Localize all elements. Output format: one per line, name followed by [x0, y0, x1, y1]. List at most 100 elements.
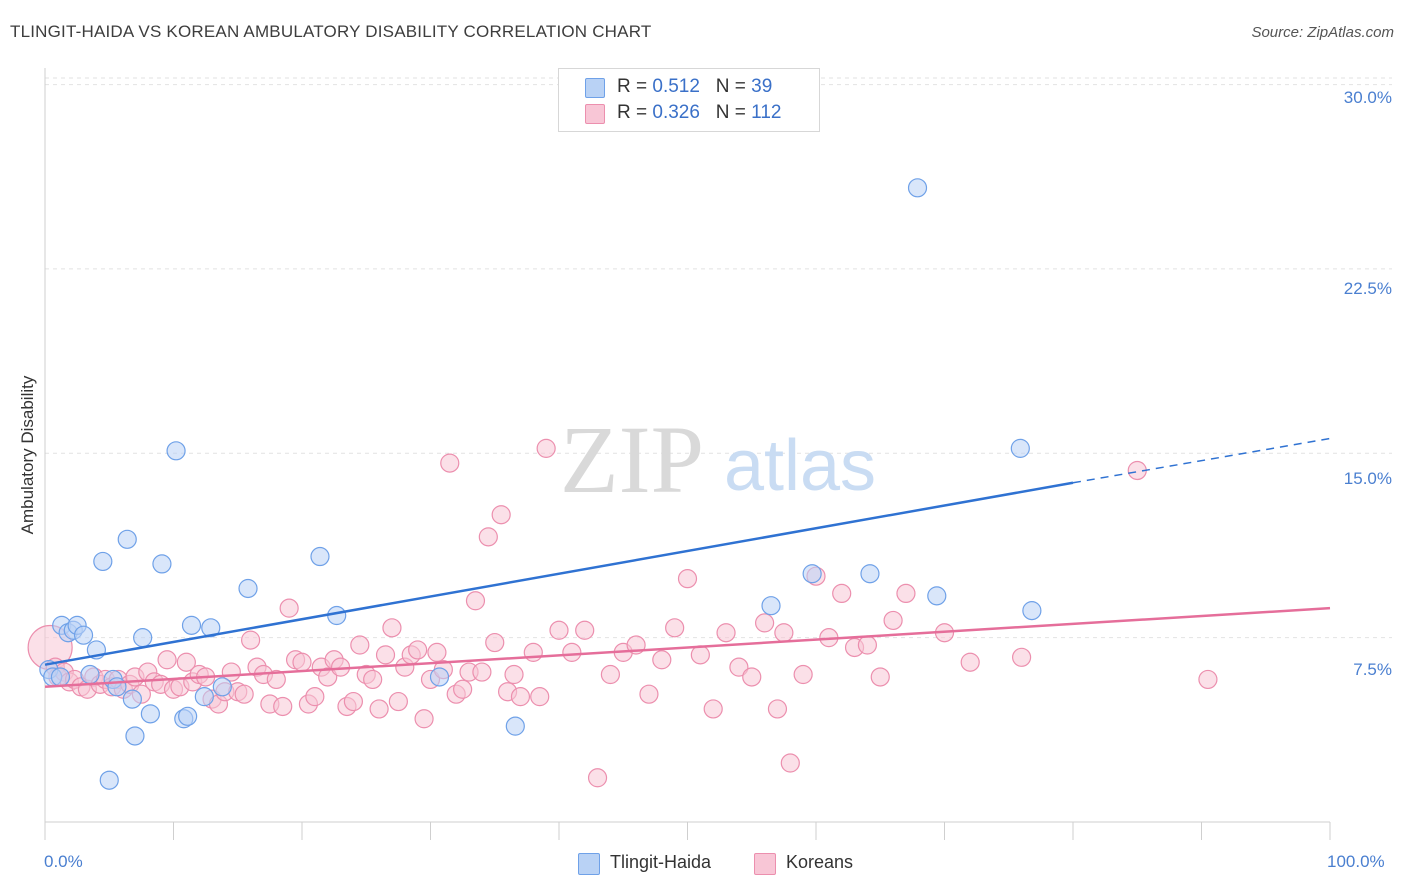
data-point — [369, 699, 389, 719]
bottom-legend-label: Koreans — [786, 852, 854, 872]
chart-title: TLINGIT-HAIDA VS KOREAN AMBULATORY DISAB… — [10, 22, 652, 41]
watermark: ZIP atlas — [560, 406, 876, 513]
data-point — [305, 687, 325, 707]
data-point — [652, 650, 672, 670]
y-tick-label: 15.0% — [1343, 469, 1392, 488]
data-point — [485, 632, 505, 653]
y-tick-label: 30.0% — [1343, 88, 1392, 107]
data-point — [273, 696, 293, 717]
data-point — [793, 664, 813, 685]
data-point — [212, 677, 232, 697]
watermark-atlas: atlas — [724, 426, 876, 506]
data-point — [907, 178, 928, 198]
legend-n-label: N = — [715, 76, 746, 97]
data-point — [408, 640, 428, 660]
series-koreans — [27, 438, 1218, 788]
legend-swatch — [578, 853, 600, 875]
data-point — [870, 667, 890, 687]
legend-r-label: R = — [617, 102, 648, 123]
data-point — [472, 662, 492, 682]
data-point — [883, 610, 903, 631]
data-point — [575, 620, 595, 640]
data-point — [802, 564, 822, 584]
data-point — [453, 679, 473, 699]
data-point — [478, 527, 498, 547]
legend-r-value: 0.512 — [652, 76, 700, 97]
watermark-zip: ZIP — [560, 406, 704, 513]
data-point — [388, 691, 408, 712]
legend-n-label: N = — [715, 102, 746, 123]
data-point — [1010, 438, 1030, 458]
data-point — [857, 635, 878, 655]
data-point — [343, 691, 363, 712]
data-point — [427, 642, 447, 662]
source-label: Source: ZipAtlas.com — [1251, 24, 1394, 41]
y-axis-label: Ambulatory Disability — [18, 375, 37, 535]
data-point — [761, 596, 781, 616]
data-point — [382, 618, 402, 638]
data-point — [176, 652, 196, 672]
data-point — [860, 564, 880, 584]
legend-n-value: 112 — [751, 102, 782, 123]
data-point — [238, 578, 258, 599]
data-point — [677, 569, 698, 589]
legend-swatch — [585, 78, 605, 98]
y-tick-label: 7.5% — [1353, 660, 1392, 679]
data-point — [600, 664, 621, 685]
legend-r-label: R = — [617, 76, 648, 97]
data-point — [767, 699, 788, 719]
data-point — [587, 768, 608, 788]
data-point — [234, 684, 254, 704]
data-point — [99, 770, 119, 790]
data-point — [241, 630, 261, 650]
data-point — [80, 664, 100, 685]
data-point — [774, 623, 794, 643]
data-point — [1011, 647, 1032, 667]
data-point — [491, 505, 511, 525]
axes — [44, 68, 1331, 840]
data-point — [318, 667, 338, 687]
data-point — [465, 591, 486, 611]
data-point — [536, 438, 556, 458]
data-point — [178, 706, 198, 726]
data-point — [157, 650, 177, 670]
data-point — [363, 669, 383, 690]
data-point — [279, 598, 299, 618]
data-point — [1198, 669, 1218, 690]
grid-lines — [45, 77, 1392, 639]
data-point — [292, 652, 312, 672]
data-point — [896, 583, 916, 604]
data-point — [639, 684, 659, 704]
data-point — [429, 667, 450, 687]
data-point — [523, 642, 543, 662]
data-point — [549, 620, 569, 640]
data-point — [690, 645, 710, 665]
bottom-legend-label: Tlingit-Haida — [610, 852, 712, 872]
data-point — [510, 687, 531, 707]
trend-line-tlingit-haida — [44, 481, 1074, 666]
x-tick-label-max: 100.0% — [1327, 852, 1385, 871]
legend-swatch — [585, 104, 605, 124]
data-point — [530, 687, 550, 707]
data-point — [327, 605, 347, 626]
data-point — [201, 618, 221, 638]
trend-line-tlingit-haida-extension — [1072, 437, 1331, 484]
data-point — [440, 453, 460, 473]
legend-n-value: 39 — [751, 76, 773, 97]
data-point — [504, 664, 524, 685]
data-point — [125, 726, 145, 746]
data-point — [927, 586, 947, 606]
data-point — [166, 441, 186, 461]
data-point — [93, 551, 113, 572]
legend-r-value: 0.326 — [652, 102, 700, 123]
series-tlingit-haida — [39, 178, 1042, 790]
data-point — [117, 529, 137, 549]
data-point — [665, 618, 685, 638]
data-point — [703, 699, 723, 719]
data-point — [266, 669, 286, 690]
trend-lines — [44, 437, 1331, 689]
trend-line-koreans — [44, 606, 1331, 689]
legend: R = 0.512 N = 39 R = 0.326 N = 112 — [558, 68, 820, 132]
data-point — [375, 645, 396, 665]
